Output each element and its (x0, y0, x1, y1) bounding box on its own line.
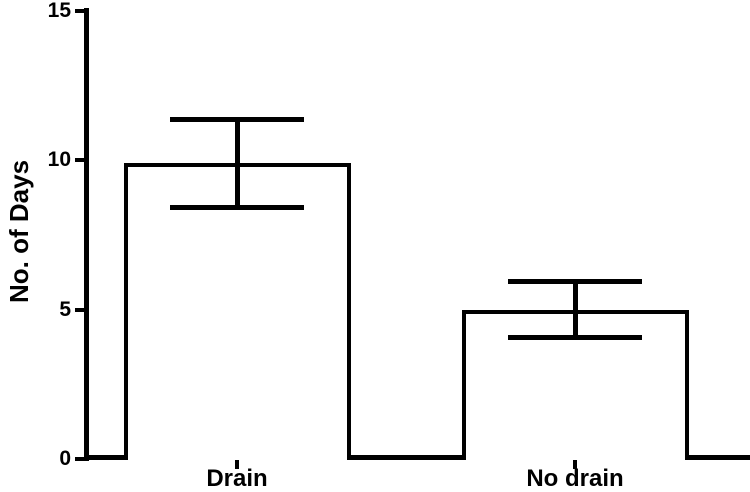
error-bar-cap-top (508, 279, 642, 284)
x-axis-tick (573, 460, 577, 469)
y-tick-label: 5 (59, 298, 71, 321)
x-category-label: No drain (526, 465, 624, 492)
y-tick-label: 15 (47, 0, 71, 22)
error-bar-cap-top (170, 117, 304, 122)
error-bar-line (235, 119, 240, 208)
y-tick-label: 0 (59, 447, 71, 470)
error-bar-cap-bottom (170, 205, 304, 210)
y-axis-title: No. of Days (4, 159, 34, 303)
x-axis-tick (235, 460, 239, 469)
error-bar-line (573, 281, 578, 338)
x-axis-line (84, 455, 750, 460)
y-axis-tick (75, 9, 84, 13)
x-category-label: Drain (206, 465, 268, 492)
error-bar-cap-bottom (508, 335, 642, 340)
y-axis-tick (75, 308, 84, 312)
bar-drain (123, 163, 351, 460)
y-tick-label: 10 (47, 148, 71, 171)
y-axis-tick (75, 158, 84, 162)
y-axis-line (84, 8, 89, 461)
y-axis-tick (75, 457, 84, 461)
